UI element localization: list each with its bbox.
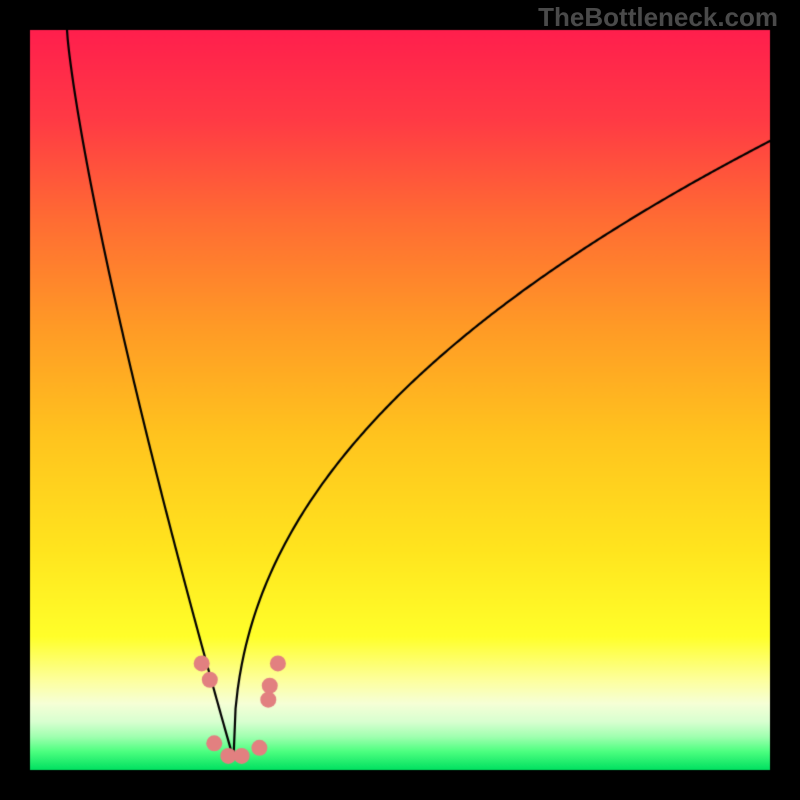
bottleneck-curve-plot <box>0 0 800 800</box>
chart-root: TheBottleneck.com <box>0 0 800 800</box>
watermark-label: TheBottleneck.com <box>538 2 778 33</box>
